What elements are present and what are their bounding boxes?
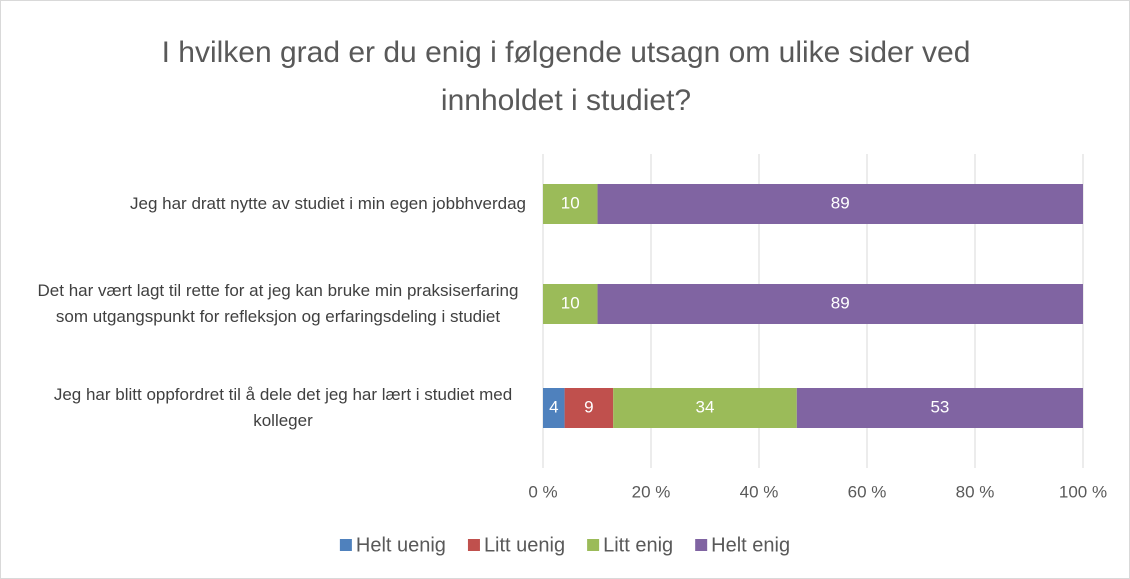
bar-segment xyxy=(597,284,1083,324)
data-label: 9 xyxy=(584,397,593,416)
bar-segment xyxy=(796,388,1083,428)
legend-swatch xyxy=(339,539,352,551)
x-tick-label: 20 % xyxy=(632,482,671,501)
data-label: 10 xyxy=(561,293,580,312)
legend-label: Litt enig xyxy=(603,534,673,556)
x-tick-label: 40 % xyxy=(740,482,779,501)
bar-segment xyxy=(597,184,1083,224)
bar-segment xyxy=(564,388,614,428)
x-tick-label: 100 % xyxy=(1059,482,1107,501)
bar-segment xyxy=(543,184,598,224)
x-tick-label: 80 % xyxy=(956,482,995,501)
category-label: Jeg har blitt oppfordret til å dele det … xyxy=(53,385,513,430)
bar-segment xyxy=(613,388,797,428)
data-label: 4 xyxy=(549,397,558,416)
data-label: 10 xyxy=(561,193,580,212)
chart-title: I hvilken grad er du enig i følgende uts… xyxy=(161,36,971,117)
x-tick-label: 60 % xyxy=(848,482,887,501)
x-tick-label: 0 % xyxy=(528,482,557,501)
data-label: 53 xyxy=(930,397,949,416)
data-label: 89 xyxy=(831,293,850,312)
data-label: 34 xyxy=(696,397,715,416)
legend-swatch xyxy=(695,539,708,551)
bar-segment xyxy=(543,284,598,324)
legend-label: Helt uenig xyxy=(356,534,446,556)
data-label: 89 xyxy=(831,193,850,212)
legend-label: Litt uenig xyxy=(484,534,565,556)
category-label: Jeg har dratt nytte av studiet i min ege… xyxy=(130,194,526,213)
bar-segment xyxy=(543,388,565,428)
category-label: Det har vært lagt til rette for at jeg k… xyxy=(37,281,519,326)
legend-swatch xyxy=(587,539,600,551)
legend-label: Helt enig xyxy=(711,534,790,556)
legend-swatch xyxy=(467,539,480,551)
